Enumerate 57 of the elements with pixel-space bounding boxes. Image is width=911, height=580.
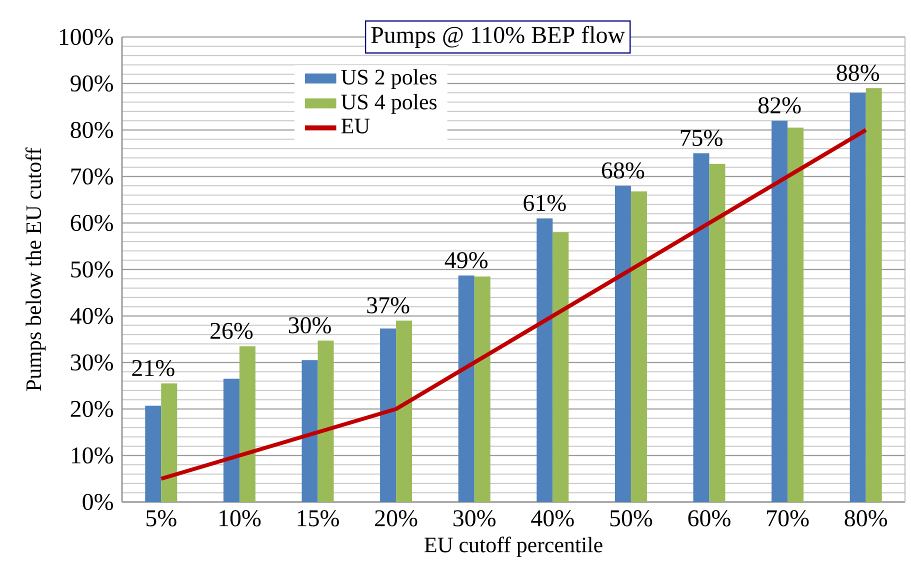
bar bbox=[850, 92, 866, 502]
bar bbox=[458, 276, 474, 502]
x-tick-label: 40% bbox=[531, 510, 574, 526]
bar bbox=[380, 328, 396, 502]
bar bbox=[239, 346, 256, 502]
y-tick-label: 90% bbox=[70, 75, 113, 92]
x-tick-label: 20% bbox=[375, 510, 418, 526]
x-tick-label: 70% bbox=[767, 510, 809, 526]
y-tick-label: 30% bbox=[70, 354, 113, 371]
bar bbox=[302, 360, 318, 502]
bar bbox=[614, 186, 631, 502]
bar bbox=[223, 378, 240, 502]
bar bbox=[396, 320, 412, 502]
x-tick-label: 50% bbox=[610, 510, 652, 526]
y-axis-title: Pumps below the EU cutoff bbox=[25, 147, 46, 391]
bar bbox=[474, 276, 490, 502]
bar bbox=[552, 232, 569, 502]
bar bbox=[536, 218, 553, 502]
y-tick-label: 60% bbox=[70, 214, 113, 232]
data-label: 68% bbox=[602, 162, 644, 179]
bar bbox=[866, 88, 882, 502]
bar bbox=[693, 153, 710, 502]
bar bbox=[145, 406, 162, 502]
x-tick-label: 5% bbox=[146, 510, 176, 526]
data-label: 37% bbox=[367, 297, 410, 314]
legend-label: US 4 poles bbox=[341, 94, 437, 114]
legend-label: US 2 poles bbox=[341, 69, 437, 90]
y-tick-label: 40% bbox=[70, 308, 113, 324]
data-label: 49% bbox=[444, 252, 488, 268]
bar bbox=[772, 120, 788, 502]
bar bbox=[161, 383, 178, 502]
data-label: 75% bbox=[680, 130, 722, 146]
chart-title: Pumps @ 110% BEP flow bbox=[371, 26, 625, 48]
data-label: 21% bbox=[132, 360, 174, 376]
data-label: 61% bbox=[524, 194, 566, 212]
bar bbox=[630, 191, 647, 502]
bar bbox=[709, 164, 726, 502]
x-tick-label: 60% bbox=[688, 510, 730, 526]
x-tick-label: 15% bbox=[298, 510, 339, 526]
y-tick-label: 100% bbox=[60, 28, 113, 46]
y-tick-label: 10% bbox=[72, 447, 113, 464]
y-tick-label: 70% bbox=[71, 168, 113, 185]
data-label: 30% bbox=[288, 317, 331, 334]
data-label: 26% bbox=[210, 322, 253, 340]
x-tick-label: 80% bbox=[844, 510, 888, 526]
bar bbox=[788, 128, 804, 502]
x-axis-title: EU cutoff percentile bbox=[424, 536, 602, 557]
y-tick-label: 0% bbox=[82, 494, 113, 510]
x-tick-label: 30% bbox=[454, 510, 496, 526]
legend-label: EU bbox=[341, 118, 370, 134]
y-tick-label: 20% bbox=[70, 400, 113, 418]
x-tick-label: 10% bbox=[220, 510, 261, 526]
y-tick-label: 50% bbox=[71, 261, 113, 278]
y-tick-label: 80% bbox=[70, 122, 113, 138]
data-label: 88% bbox=[836, 64, 880, 81]
bar bbox=[318, 340, 334, 502]
data-label: 82% bbox=[758, 97, 801, 114]
